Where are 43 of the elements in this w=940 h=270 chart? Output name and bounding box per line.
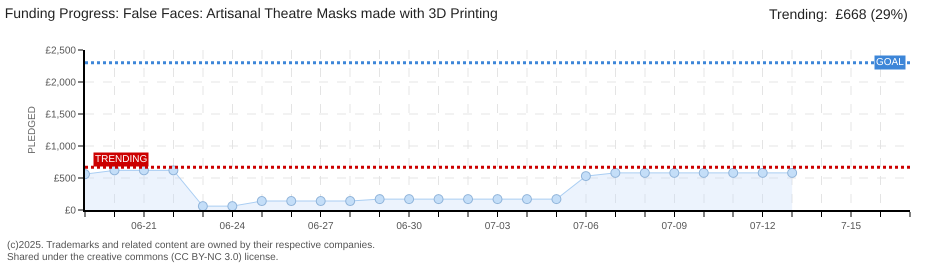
point <box>522 194 532 204</box>
point <box>256 196 267 206</box>
text: (c)2025. Trademarks and related content are owned by their respective companies. <box>7 240 375 251</box>
point <box>669 168 680 178</box>
point <box>787 168 798 178</box>
y-tick-label: £2,500 <box>45 46 76 56</box>
point <box>404 194 414 204</box>
point <box>463 194 474 204</box>
y-tick-label: £2,000 <box>45 78 76 88</box>
x-tick-label: 06-24 <box>220 221 246 232</box>
x-tick-label: 07-09 <box>662 221 688 232</box>
chart-subtitle: Trending: £668 (29%) <box>769 6 908 22</box>
point <box>640 168 650 178</box>
chart-title: Funding Progress: False Faces: Artisanal Theatre Masks made with 3D Printing <box>4 4 498 21</box>
point <box>374 194 385 204</box>
point <box>316 196 326 206</box>
point <box>551 194 562 204</box>
y-tick-label: £1,500 <box>45 110 76 120</box>
point <box>286 196 296 206</box>
x-tick-label: 07-06 <box>573 221 600 232</box>
point <box>345 196 356 206</box>
x-tick-label: 07-03 <box>484 221 511 232</box>
x-tick-label: 07-12 <box>750 221 776 232</box>
y-tick-label: £1,000 <box>45 142 76 152</box>
x-tick-label: 06-21 <box>131 221 158 232</box>
ref-line-label: GOAL <box>876 57 904 68</box>
point <box>758 168 768 178</box>
x-tick-label: 06-30 <box>396 221 422 232</box>
point <box>434 194 444 204</box>
y-tick-label: £0 <box>64 206 76 216</box>
point <box>198 201 208 210</box>
x-tick-label: 7-15 <box>841 221 862 232</box>
ref-line-label: TRENDING <box>95 154 148 165</box>
y-axis-title: PLEDGED <box>26 106 38 154</box>
text: Shared under the creative commons (CC BY-NC 3.0) license. <box>7 252 278 263</box>
point <box>698 168 709 178</box>
x-tick-label: 06-27 <box>308 221 334 232</box>
point <box>610 168 620 178</box>
point <box>580 171 591 182</box>
point <box>728 168 738 178</box>
point <box>492 194 502 204</box>
point <box>227 201 238 210</box>
y-tick-label: £500 <box>54 174 76 184</box>
